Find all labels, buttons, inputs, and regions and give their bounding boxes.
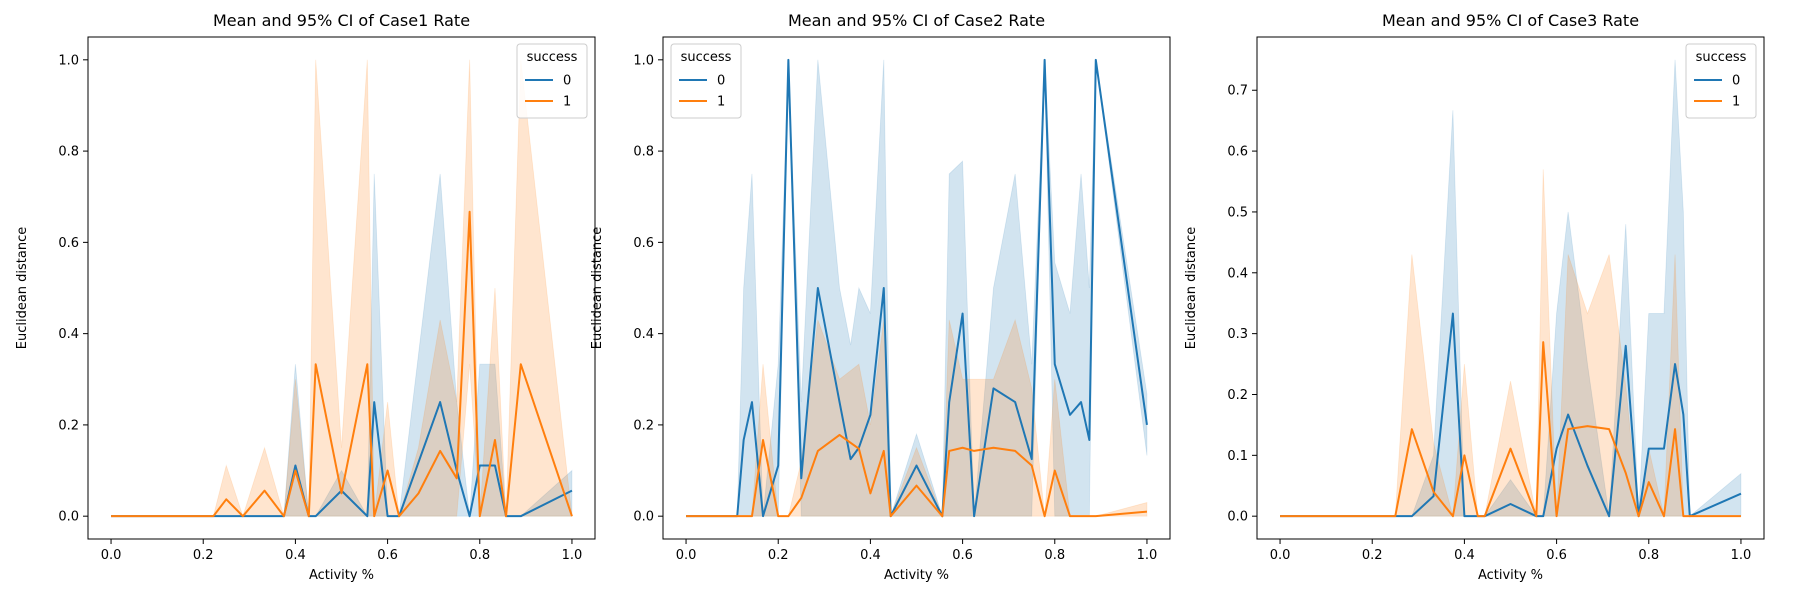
legend-label-0: 0: [563, 74, 571, 89]
y-tick-label: 0.6: [1227, 145, 1248, 160]
x-tick-label: 0.8: [469, 548, 490, 563]
x-axis-label: Activity %: [884, 568, 949, 583]
chart-panel-2: 0.0 0.2 0.4 0.6 0.8 1.0 0.0 0.2 0.4 0.6 0.8 1.0 Mean…: [590, 11, 1171, 583]
y-axis-label: Euclidean distance: [1184, 227, 1199, 350]
legend-label-1: 1: [1732, 95, 1740, 110]
y-tick-label: 0.0: [58, 510, 79, 525]
y-axis-label: Euclidean distance: [590, 227, 605, 350]
legend: success 0 1: [670, 43, 742, 119]
y-tick-label: 0.3: [1227, 327, 1248, 342]
line-series-0: [686, 58, 1148, 518]
x-tick-label: 0.6: [377, 548, 398, 563]
y-tick-label: 0.4: [1227, 266, 1248, 281]
chart-title: Mean and 95% CI of Case3 Rate: [1382, 11, 1639, 30]
y-tick-label: 0.5: [1227, 205, 1248, 220]
y-tick-label: 0.6: [58, 236, 79, 251]
y-tick-label: 0.4: [633, 327, 654, 342]
legend-title: success: [527, 50, 578, 65]
x-tick-label: 0.6: [952, 548, 973, 563]
y-tick-label: 0.1: [1227, 449, 1248, 464]
y-tick-label: 1.0: [633, 53, 654, 68]
y-tick-label: 1.0: [58, 53, 79, 68]
x-tick-label: 0.2: [1362, 548, 1383, 563]
chart-title: Mean and 95% CI of Case2 Rate: [788, 11, 1045, 30]
y-tick-label: 0.2: [58, 418, 79, 433]
line-series-0: [1280, 312, 1742, 518]
line-series-1: [1280, 341, 1741, 518]
ci-band-series-1: [1280, 169, 1741, 517]
legend-label-0: 0: [717, 74, 725, 89]
y-tick-label: 0.7: [1227, 84, 1248, 99]
legend: success 0 1: [516, 43, 588, 119]
y-tick-label: 0.2: [633, 418, 654, 433]
legend-label-0: 0: [1732, 74, 1740, 89]
legend-label-1: 1: [717, 95, 725, 110]
y-tick-label: 0.4: [58, 327, 79, 342]
x-tick-label: 1.0: [1731, 548, 1752, 563]
legend-title: success: [681, 50, 732, 65]
ci-band-series-1: [111, 59, 573, 518]
x-axis-label: Activity %: [1478, 568, 1543, 583]
ci-band-series-0: [111, 173, 573, 518]
legend-title: success: [1696, 50, 1747, 65]
x-tick-label: 0.0: [1270, 548, 1291, 563]
x-tick-label: 1.0: [562, 548, 583, 563]
x-tick-label: 0.4: [860, 548, 881, 563]
chart-title: Mean and 95% CI of Case1 Rate: [213, 11, 470, 30]
x-tick-label: 1.0: [1137, 548, 1158, 563]
x-axis-label: Activity %: [309, 568, 374, 583]
x-tick-label: 0.2: [193, 548, 214, 563]
x-tick-label: 0.2: [768, 548, 789, 563]
x-tick-label: 0.8: [1638, 548, 1659, 563]
y-tick-label: 0.0: [1227, 510, 1248, 525]
ci-band-series-0: [1280, 59, 1742, 518]
y-axis-label: Euclidean distance: [15, 227, 30, 350]
y-tick-label: 0.6: [633, 236, 654, 251]
x-tick-label: 0.0: [676, 548, 697, 563]
axes-frame: [1256, 36, 1765, 540]
x-tick-label: 0.8: [1044, 548, 1065, 563]
line-series-1: [111, 210, 573, 518]
y-tick-label: 0.0: [633, 510, 654, 525]
legend-label-1: 1: [563, 95, 571, 110]
y-tick-label: 0.2: [1227, 388, 1248, 403]
chart-panel-3: 0.0 0.2 0.4 0.6 0.8 1.0 0.0 0.1 0.2 0.3 0.4 0.5 0.6 0…: [1184, 11, 1765, 583]
line-series-0: [111, 401, 573, 518]
axes-frame: [87, 36, 596, 540]
axes-frame: [662, 36, 1171, 540]
x-tick-label: 0.4: [285, 548, 306, 563]
line-series-1: [686, 433, 1148, 518]
x-tick-label: 0.0: [101, 548, 122, 563]
y-tick-label: 0.8: [58, 145, 79, 160]
x-tick-label: 0.6: [1546, 548, 1567, 563]
y-tick-label: 0.8: [633, 145, 654, 160]
legend: success 0 1: [1685, 43, 1757, 119]
chart-panel-1: 0.0 0.2 0.4 0.6 0.8 1.0 0.0 0.2 0.4 0.6 0.8 1.0 Mean…: [15, 11, 596, 583]
x-tick-label: 0.4: [1454, 548, 1475, 563]
